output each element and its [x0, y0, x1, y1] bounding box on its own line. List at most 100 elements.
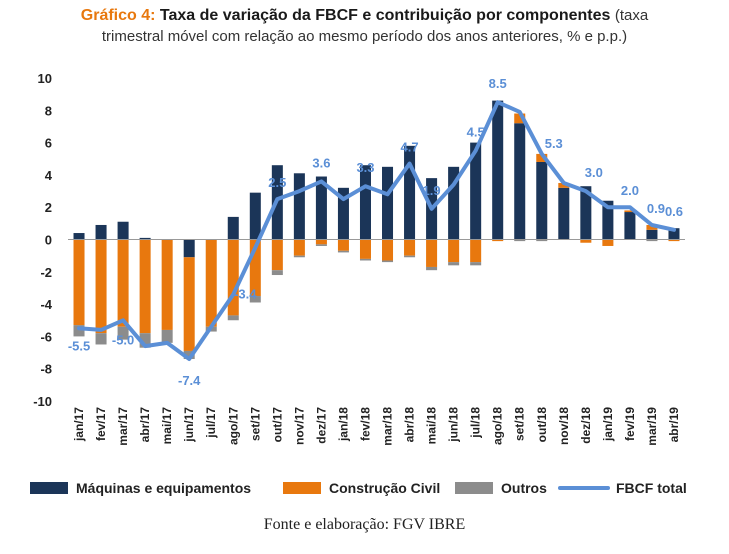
- legend-label: FBCF total: [616, 480, 687, 496]
- chart-title-sub-1: (taxa: [614, 7, 649, 24]
- legend-swatch: [283, 482, 321, 494]
- chart-title-label: Gráfico 4:: [80, 7, 156, 24]
- bar-segment: [73, 325, 85, 337]
- bar-segment: [382, 239, 394, 261]
- bar-segment: [426, 266, 438, 271]
- y-tick-label: 6: [45, 136, 52, 151]
- data-label: -5.5: [68, 338, 90, 353]
- data-label: 4.7: [401, 140, 419, 155]
- bar-segment: [404, 255, 416, 258]
- x-tick-label: jan/17: [72, 407, 86, 442]
- bar-segment: [470, 142, 482, 240]
- bar-segment: [249, 239, 261, 297]
- bar-segment: [183, 239, 195, 258]
- bar-segment: [514, 113, 526, 124]
- bar-segment: [117, 326, 129, 340]
- bar-segment: [382, 260, 394, 263]
- bar-segment: [337, 239, 349, 251]
- legend-label: Construção Civil: [329, 480, 440, 496]
- bar-segment: [448, 239, 460, 263]
- x-tick-label: jan/19: [601, 407, 615, 442]
- data-label: 3.3: [356, 160, 374, 175]
- y-tick-label: 0: [45, 233, 52, 248]
- bar-segment: [624, 210, 636, 213]
- bar-segment: [227, 216, 239, 240]
- bar-segment: [293, 239, 305, 256]
- bar-segment: [271, 239, 283, 271]
- data-label: 3.0: [585, 165, 603, 180]
- bar-segment: [470, 239, 482, 263]
- data-label: -5.0: [112, 332, 134, 347]
- bar-segment: [404, 145, 416, 240]
- y-tick-label: -8: [40, 362, 52, 377]
- source-note: Fonte e elaboração: FGV IBRE: [263, 516, 466, 533]
- bar-segment: [73, 239, 85, 326]
- legend-label: Máquinas e equipamentos: [76, 480, 251, 496]
- bar-segment: [315, 176, 327, 240]
- x-tick-label: jun/17: [182, 407, 196, 443]
- bar-segment: [139, 333, 151, 348]
- bar-segment: [117, 221, 129, 240]
- bar-segment: [558, 182, 570, 188]
- bar-segment: [161, 239, 173, 330]
- chart-svg: 10 8 6 4 2 0 -2 -4 -6 -8 -10 -5.5 -5.0 -7.4 -3.4 2.5 3.6…: [30, 71, 687, 496]
- bar-segment: [580, 239, 592, 243]
- bar-segment: [448, 166, 460, 240]
- x-tick-label: mai/18: [425, 407, 439, 445]
- bar-segment: [95, 224, 107, 240]
- bar-segment: [492, 100, 504, 240]
- bar-segment: [536, 153, 548, 162]
- bar-segment: [205, 239, 217, 327]
- bar-segment: [359, 258, 371, 261]
- x-tick-label: fev/19: [623, 407, 637, 441]
- chart-title-main: Taxa de variação da FBCF e contribuição …: [159, 7, 611, 24]
- bar-segment: [271, 270, 283, 276]
- bar-segment: [139, 239, 151, 334]
- x-tick-label: jun/18: [447, 407, 461, 443]
- legend-swatch: [30, 482, 68, 494]
- bar-segment: [359, 165, 371, 240]
- x-tick-label: ago/18: [491, 407, 505, 445]
- bar-segment: [646, 224, 658, 230]
- x-tick-label: jul/18: [469, 407, 483, 439]
- bar-segment: [227, 239, 239, 316]
- bar-segment: [183, 350, 195, 360]
- bar-segment: [668, 228, 680, 240]
- x-tick-label: fev/17: [94, 407, 108, 441]
- bar-segment: [183, 257, 195, 351]
- bar-segment: [293, 173, 305, 240]
- x-tick-label: jan/18: [336, 407, 350, 442]
- bar-segment: [492, 239, 504, 242]
- x-tick-label: ago/17: [226, 407, 240, 445]
- x-tick-label: out/17: [270, 407, 284, 443]
- x-tick-label: abr/19: [667, 407, 681, 443]
- bar-segment: [668, 239, 680, 242]
- bar-segment: [359, 239, 371, 259]
- data-label: 8.5: [489, 76, 507, 91]
- x-tick-label: abr/17: [138, 407, 152, 443]
- bar-segment: [95, 333, 107, 345]
- bar-segment: [337, 250, 349, 253]
- bar-segment: [249, 296, 261, 303]
- x-tick-label: set/17: [248, 407, 262, 441]
- bar-segment: [249, 192, 261, 240]
- bar-segment: [227, 315, 239, 321]
- chart-title-sub-2: trimestral móvel com relação ao mesmo pe…: [101, 28, 628, 45]
- data-label: 0.6: [665, 204, 683, 219]
- y-tick-label: 2: [45, 200, 52, 215]
- bar-segment: [470, 262, 482, 266]
- x-tick-label: jul/17: [204, 407, 218, 439]
- bar-segment: [536, 239, 548, 242]
- bar-segment: [117, 239, 129, 327]
- chart-title: Gráfico 4: Taxa de variação da FBCF e co…: [0, 5, 729, 47]
- y-tick-label: 10: [38, 71, 52, 86]
- bar-segment: [624, 212, 636, 240]
- bar-segment: [602, 200, 614, 240]
- bar-segment: [73, 233, 85, 240]
- x-tick-label: nov/17: [292, 407, 306, 445]
- data-label: 0.9: [647, 201, 665, 216]
- bar-segment: [161, 329, 173, 343]
- y-tick-label: 4: [45, 168, 53, 183]
- x-tick-label: mai/17: [160, 407, 174, 445]
- bar-segment: [536, 161, 548, 240]
